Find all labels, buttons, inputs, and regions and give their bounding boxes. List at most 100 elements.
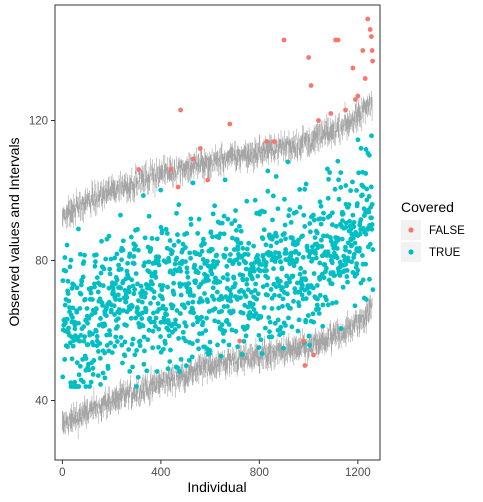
data-point-true (221, 338, 226, 344)
data-point-true (277, 259, 283, 264)
data-point-false (237, 338, 243, 344)
x-tick-label: 1200 (345, 467, 371, 479)
data-point-false (227, 121, 233, 127)
data-point-true (126, 284, 132, 290)
interval-segments (62, 90, 373, 229)
data-point-true (311, 319, 317, 325)
data-point-true (178, 268, 184, 274)
data-point-true (344, 268, 350, 273)
data-point-true (259, 262, 265, 267)
data-point-true (240, 245, 246, 251)
data-point-true (156, 262, 162, 268)
data-point-true (187, 250, 193, 256)
data-point-true (176, 239, 181, 244)
data-point-true (359, 192, 365, 198)
data-point-true (330, 300, 335, 306)
data-point-true (174, 308, 180, 313)
data-point-true (359, 253, 365, 258)
data-point-true (107, 266, 113, 272)
data-point-true (335, 237, 341, 243)
data-point-true (129, 303, 135, 309)
data-point-true (303, 181, 309, 187)
data-point-true (117, 297, 123, 303)
data-point-true (144, 368, 150, 374)
data-point-true (74, 309, 80, 315)
x-tick-label: 400 (151, 467, 170, 479)
data-point-true (158, 334, 163, 339)
data-point-true (74, 285, 80, 291)
observed-points (60, 16, 376, 389)
data-point-true (93, 306, 99, 312)
data-point-true (108, 256, 114, 262)
data-point-true (77, 338, 83, 344)
data-point-true (268, 287, 274, 292)
data-point-false (335, 37, 341, 43)
data-point-true (262, 325, 268, 331)
data-point-true (300, 283, 305, 288)
data-point-true (294, 256, 300, 262)
data-point-true (324, 297, 329, 303)
data-point-true (297, 204, 303, 210)
data-point-true (60, 278, 66, 284)
data-point-true (302, 269, 307, 275)
data-point-true (133, 315, 139, 321)
data-point-true (77, 363, 83, 369)
data-point-true (138, 283, 144, 289)
data-point-true (270, 217, 275, 223)
data-point-true (128, 315, 134, 321)
data-point-true (80, 379, 86, 385)
upper-interval-band (62, 90, 373, 229)
data-point-true (183, 338, 189, 344)
data-point-true (76, 384, 82, 389)
data-point-true (307, 342, 312, 348)
data-point-true (124, 323, 129, 328)
data-point-true (93, 259, 98, 265)
data-point-true (196, 216, 202, 222)
data-point-true (234, 227, 239, 233)
data-point-true (142, 235, 148, 241)
data-point-true (285, 159, 291, 165)
data-point-true (145, 337, 151, 343)
data-point-true (156, 326, 162, 332)
data-point-true (207, 351, 213, 356)
data-point-true (65, 291, 71, 296)
data-point-true (291, 263, 297, 269)
data-point-false (271, 139, 277, 144)
data-point-true (135, 247, 141, 253)
data-point-true (217, 279, 223, 285)
data-point-true (278, 238, 284, 244)
data-point-true (355, 137, 361, 143)
data-point-true (369, 226, 375, 232)
data-point-true (218, 231, 223, 237)
data-point-true (267, 329, 272, 335)
data-point-true (107, 332, 113, 338)
data-point-true (148, 246, 154, 251)
data-point-true (190, 180, 196, 186)
data-point-true (290, 273, 296, 279)
data-point-true (283, 323, 288, 328)
data-point-true (125, 260, 131, 266)
data-point-true (269, 306, 275, 311)
data-point-true (212, 318, 218, 324)
data-point-true (321, 275, 327, 281)
data-point-true (219, 308, 225, 314)
data-point-true (252, 288, 258, 293)
plot-panel (54, 4, 381, 461)
x-axis-title: Individual (187, 479, 246, 495)
data-point-true (235, 344, 241, 350)
data-point-true (327, 253, 333, 259)
data-point-true (215, 342, 220, 348)
data-point-true (154, 236, 160, 242)
data-point-true (351, 219, 357, 225)
data-point-true (264, 282, 270, 288)
data-point-true (146, 213, 152, 219)
data-point-true (100, 283, 106, 289)
data-point-true (258, 337, 264, 343)
data-point-true (94, 334, 100, 339)
data-point-true (260, 253, 266, 259)
data-point-true (299, 292, 305, 298)
data-point-true (216, 319, 221, 325)
data-point-true (70, 305, 76, 311)
data-point-true (289, 324, 295, 330)
